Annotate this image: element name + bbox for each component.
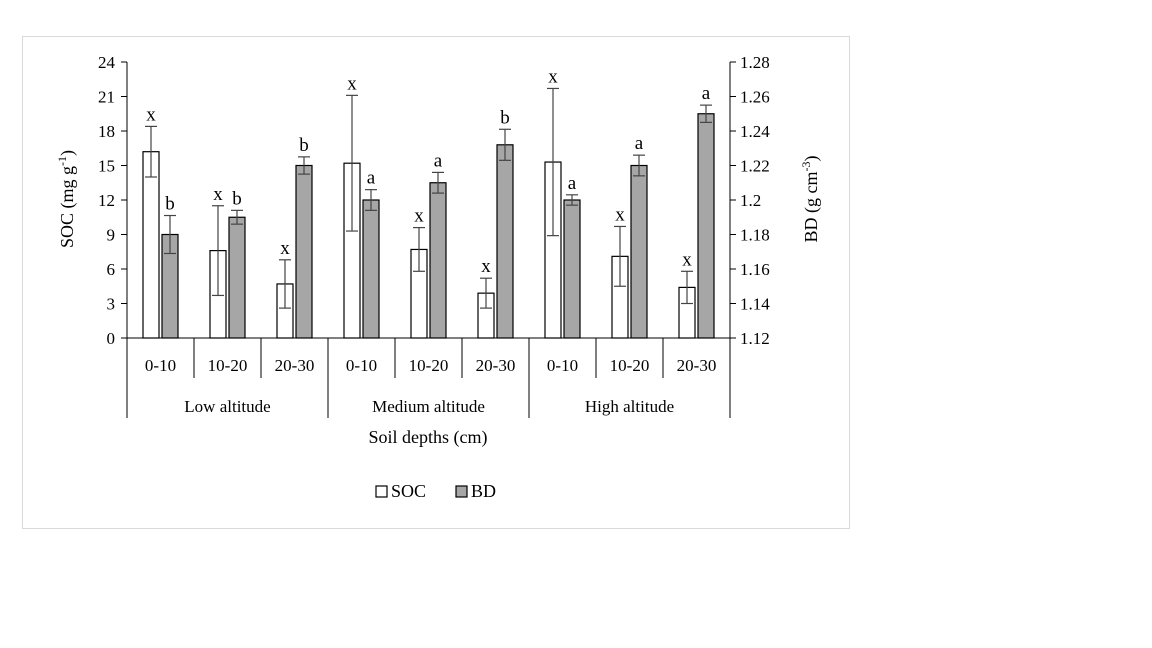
y-right-title-sup: -3 xyxy=(799,162,813,172)
significance-letter: x xyxy=(548,66,558,87)
y-left-tick-label: 15 xyxy=(98,157,115,176)
bar-bd xyxy=(228,216,246,339)
category-label: 10-20 xyxy=(610,356,650,375)
bar-soc xyxy=(142,151,160,339)
bar-bd xyxy=(630,164,648,339)
legend: SOC BD xyxy=(375,481,496,501)
y-left-title-sup: -1 xyxy=(55,156,69,166)
category-label: 20-30 xyxy=(275,356,315,375)
category-label: 20-30 xyxy=(476,356,516,375)
significance-letter: x xyxy=(615,204,625,225)
group-label: High altitude xyxy=(585,397,674,416)
bars-group xyxy=(142,113,715,339)
y-left-title-tail: ) xyxy=(57,150,78,156)
group-label: Medium altitude xyxy=(372,397,485,416)
y-left-tick-label: 0 xyxy=(107,329,116,348)
significance-letter: x xyxy=(213,184,223,205)
significance-letter: b xyxy=(232,188,242,209)
category-label: 0-10 xyxy=(346,356,377,375)
y-left-tick-label: 6 xyxy=(107,260,116,279)
y-right-tick-label: 1.12 xyxy=(740,329,770,348)
y-left-tick-label: 12 xyxy=(98,191,115,210)
y-right-tick-label: 1.14 xyxy=(740,295,770,314)
bar-bd xyxy=(563,199,581,339)
category-label: 10-20 xyxy=(409,356,449,375)
significance-letter: a xyxy=(434,150,443,171)
y-left-tick-label: 3 xyxy=(107,295,116,314)
bar-bd xyxy=(496,144,514,339)
y-left-tick-label: 21 xyxy=(98,88,115,107)
y-right-tick-label: 1.2 xyxy=(740,191,761,210)
significance-letter: b xyxy=(500,107,510,128)
significance-letter: x xyxy=(682,249,692,270)
y-left-tick-label: 24 xyxy=(98,53,116,72)
significance-letter: x xyxy=(280,238,290,259)
y-left-tick-label: 18 xyxy=(98,122,115,141)
bar-bd xyxy=(362,199,380,339)
y-right-tick-label: 1.22 xyxy=(740,157,770,176)
significance-letter: a xyxy=(635,133,644,154)
y-right-title-tail: ) xyxy=(801,156,822,162)
x-axis-title: Soil depths (cm) xyxy=(369,427,488,448)
y-right-title-main: BD (g cm xyxy=(801,172,822,243)
category-label: 10-20 xyxy=(208,356,248,375)
bar-bd xyxy=(429,182,447,339)
axes-group: 0 3 6 9 12 15 18 21 24 1.12 1.14 1.16 1.18 1.2 1.22 1.2… xyxy=(98,53,770,418)
y-right-tick-label: 1.18 xyxy=(740,226,770,245)
category-label: 0-10 xyxy=(547,356,578,375)
bar-bd xyxy=(697,113,715,339)
significance-letter: x xyxy=(481,256,491,277)
y-right-tick-label: 1.24 xyxy=(740,122,770,141)
significance-letter: b xyxy=(165,194,175,215)
group-label: Low altitude xyxy=(184,397,270,416)
category-label: 20-30 xyxy=(677,356,717,375)
y-axis-right-title: BD (g cm-3) xyxy=(799,156,822,243)
y-left-title-main: SOC (mg g xyxy=(57,166,78,248)
significance-letter: x xyxy=(146,104,156,125)
y-axis-left-title: SOC (mg g-1) xyxy=(55,150,78,248)
legend-swatch-bd xyxy=(455,485,468,498)
legend-swatch-soc xyxy=(375,485,388,498)
significance-letter: x xyxy=(414,206,424,227)
y-right-tick-label: 1.26 xyxy=(740,88,770,107)
y-right-tick-label: 1.28 xyxy=(740,53,770,72)
significance-letter: a xyxy=(367,168,376,189)
significance-letter: a xyxy=(702,83,711,104)
bar-bd xyxy=(295,164,313,339)
legend-label-bd: BD xyxy=(471,481,496,501)
y-right-tick-label: 1.16 xyxy=(740,260,770,279)
significance-letter: b xyxy=(299,135,309,156)
significance-letter: x xyxy=(347,73,357,94)
y-left-tick-label: 9 xyxy=(107,226,116,245)
error-bars-group xyxy=(145,87,712,309)
significance-letter: a xyxy=(568,173,577,194)
category-label: 0-10 xyxy=(145,356,176,375)
legend-label-soc: SOC xyxy=(391,481,426,501)
